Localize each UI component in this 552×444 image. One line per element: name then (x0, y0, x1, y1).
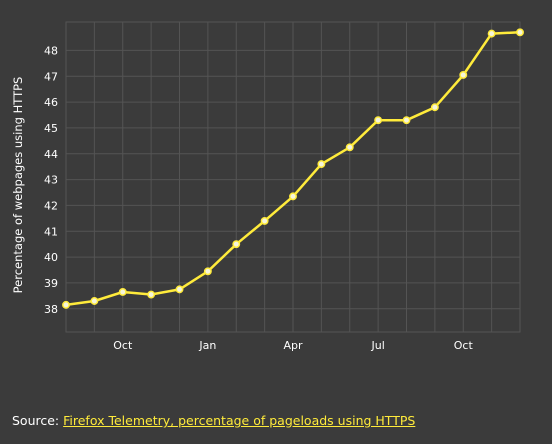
y-tick-label: 40 (44, 251, 58, 264)
data-point (317, 160, 326, 169)
data-point (430, 103, 439, 112)
x-tick-label: Oct (113, 339, 133, 352)
source-link[interactable]: Firefox Telemetry, percentage of pageloa… (63, 413, 416, 428)
data-point (459, 71, 468, 79)
y-tick-label: 38 (44, 303, 58, 316)
data-point (232, 240, 241, 249)
source-prefix: Source: (12, 413, 64, 428)
data-point (118, 288, 127, 296)
data-point (402, 116, 411, 125)
y-tick-label: 43 (44, 174, 58, 187)
data-point (62, 300, 70, 309)
x-tick-label: Apr (283, 339, 303, 352)
y-tick-label: 47 (44, 70, 58, 83)
y-tick-label: 42 (44, 199, 58, 212)
https-line-chart: 38 39 40 41 42 43 44 45 46 47 48 Oct Jan Apr Jul Oct P… (11, 21, 524, 352)
grid (65, 21, 521, 333)
data-point (345, 143, 354, 152)
data-point (487, 29, 496, 38)
y-tick-label: 45 (44, 122, 58, 135)
data-point (175, 285, 184, 294)
x-tick-labels: Oct Jan Apr Jul Oct (113, 339, 473, 352)
y-tick-label: 48 (44, 44, 58, 57)
data-point (203, 267, 212, 276)
data-point (374, 116, 383, 125)
y-tick-label: 46 (44, 96, 58, 109)
y-tick-label: 44 (44, 148, 58, 161)
x-tick-label: Oct (454, 339, 474, 352)
y-axis-title: Percentage of webpages using HTTPS (11, 77, 25, 294)
x-tick-label: Jan (198, 339, 216, 352)
y-tick-labels: 38 39 40 41 42 43 44 45 46 47 48 (44, 44, 58, 315)
data-point (516, 28, 524, 37)
data-point (289, 192, 297, 201)
data-point (90, 297, 99, 305)
y-tick-label: 39 (44, 277, 58, 290)
plot-frame (65, 21, 521, 333)
source-note: Source: Firefox Telemetry, percentage of… (12, 413, 415, 428)
x-tick-label: Jul (370, 339, 384, 352)
y-tick-label: 41 (44, 225, 58, 238)
data-points (62, 28, 524, 309)
data-point (260, 216, 269, 225)
data-point (147, 290, 156, 299)
